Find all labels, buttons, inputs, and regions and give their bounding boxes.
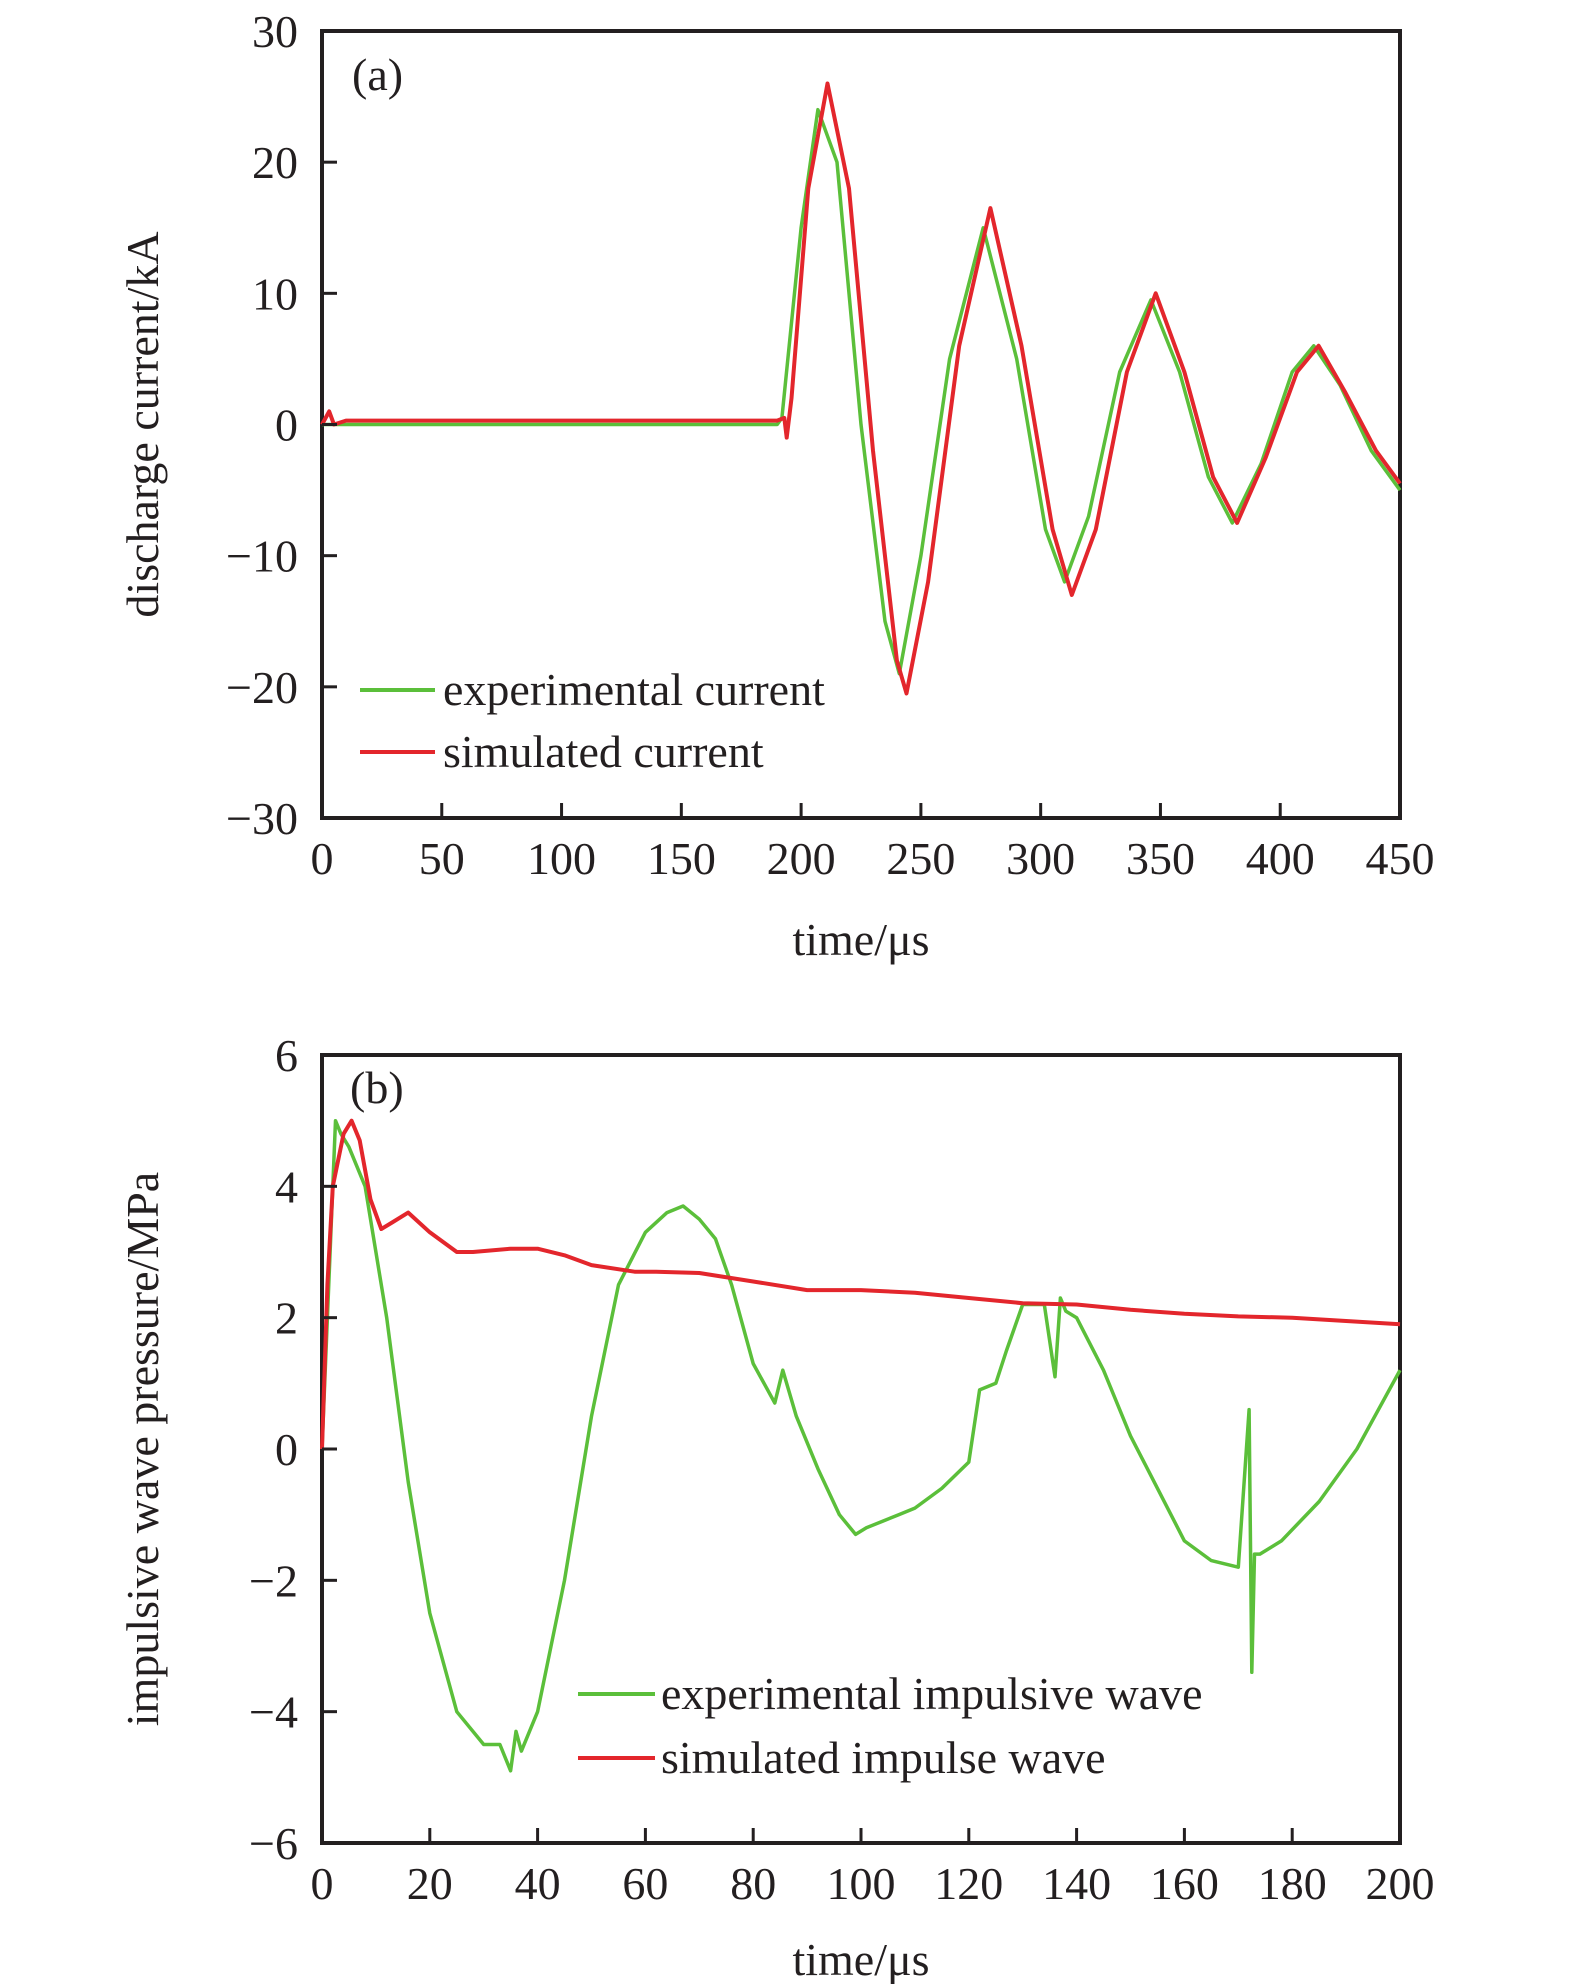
y-tick-label: 10 — [252, 268, 298, 319]
y-tick-label: 30 — [252, 6, 298, 57]
x-tick-label: 450 — [1366, 833, 1435, 884]
x-axis-label: time/μs — [792, 914, 929, 965]
y-tick-label: 0 — [275, 1424, 298, 1475]
series-group — [320, 1118, 1402, 1773]
x-axis-label: time/μs — [792, 1934, 929, 1984]
tick-group: 0 50 100 150 200 250 300 350 400 450 −30 −20 −10 0 10 2… — [226, 6, 1434, 884]
x-tick-label: 100 — [527, 833, 596, 884]
y-tick-label: −30 — [226, 793, 298, 844]
y-tick-label: −20 — [226, 662, 298, 713]
x-tick-label: 180 — [1258, 1858, 1327, 1909]
x-tick-label: 0 — [311, 833, 334, 884]
y-tick-label: −2 — [249, 1555, 298, 1606]
x-tick-label: 60 — [622, 1858, 668, 1909]
panel-a-chart: 0 50 100 150 200 250 300 350 400 450 −30 −20 −10 0 10 2… — [117, 6, 1435, 965]
tick-group: 0 20 40 60 80 100 120 140 160 180 200 −6 −4 −2 0 2 4 6 — [249, 1030, 1434, 1909]
legend-label-simulated: simulated impulse wave — [661, 1732, 1106, 1783]
panel-b-chart: 0 20 40 60 80 100 120 140 160 180 200 −6 −4 −2 0 2 4 6 (b… — [117, 1030, 1435, 1984]
legend-label-experimental: experimental impulsive wave — [661, 1668, 1203, 1719]
plot-frame — [320, 1053, 1402, 1845]
y-tick-label: 6 — [275, 1030, 298, 1081]
x-tick-label: 100 — [827, 1858, 896, 1909]
series-line-experimental — [320, 1118, 1402, 1773]
panel-label: (a) — [352, 49, 403, 100]
y-tick-label: −4 — [249, 1687, 298, 1738]
legend: experimental current simulated current — [360, 664, 825, 777]
series-group — [320, 81, 1402, 696]
series-line-simulated — [320, 81, 1402, 696]
x-tick-label: 0 — [311, 1858, 334, 1909]
y-tick-label: −10 — [226, 531, 298, 582]
y-tick-label: 2 — [275, 1293, 298, 1344]
legend: experimental impulsive wave simulated im… — [578, 1668, 1203, 1783]
panel-label: (b) — [350, 1062, 404, 1113]
x-tick-label: 80 — [730, 1858, 776, 1909]
y-tick-label: 20 — [252, 137, 298, 188]
y-axis-label: discharge current/kA — [117, 231, 168, 617]
legend-label-experimental: experimental current — [443, 664, 825, 715]
y-tick-label: −6 — [249, 1818, 298, 1869]
x-tick-label: 50 — [419, 833, 465, 884]
x-tick-label: 300 — [1006, 833, 1075, 884]
legend-label-simulated: simulated current — [443, 726, 764, 777]
y-tick-label: 0 — [275, 400, 298, 451]
x-tick-label: 350 — [1126, 833, 1195, 884]
x-tick-label: 120 — [934, 1858, 1003, 1909]
x-tick-label: 150 — [647, 833, 716, 884]
x-tick-label: 160 — [1150, 1858, 1219, 1909]
series-line-experimental — [322, 107, 1402, 676]
x-tick-label: 250 — [886, 833, 955, 884]
x-tick-label: 200 — [1366, 1858, 1435, 1909]
y-tick-label: 4 — [275, 1161, 298, 1212]
x-tick-label: 40 — [515, 1858, 561, 1909]
x-tick-label: 200 — [767, 833, 836, 884]
x-tick-label: 400 — [1246, 833, 1315, 884]
series-line-simulated — [320, 1118, 1401, 1450]
x-tick-label: 20 — [407, 1858, 453, 1909]
y-axis-label: impulsive wave pressure/MPa — [117, 1172, 168, 1726]
x-tick-label: 140 — [1042, 1858, 1111, 1909]
